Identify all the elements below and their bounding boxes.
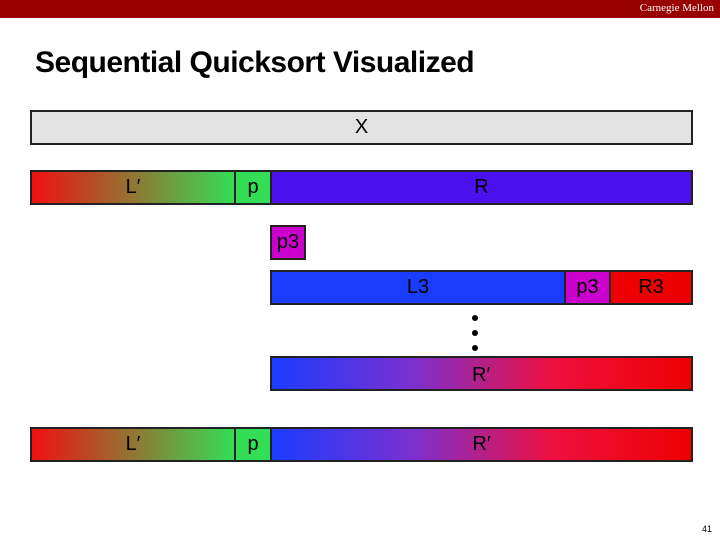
right-sorted: R′: [270, 356, 693, 391]
org-name: Carnegie Mellon: [639, 2, 714, 14]
pivot-final: p: [234, 427, 272, 462]
left-part: L′: [30, 170, 236, 205]
ellipsis-dot: [472, 330, 478, 336]
page-number: 41: [701, 524, 712, 534]
right-part: R: [270, 170, 693, 205]
right-final: R′: [270, 427, 693, 462]
pivot-3: p3: [270, 225, 306, 260]
left-3: L3: [270, 270, 566, 305]
ellipsis-dot: [472, 315, 478, 321]
array-x: X: [30, 110, 693, 145]
pivot: p: [234, 170, 272, 205]
top-bar: Carnegie Mellon: [0, 0, 720, 18]
slide-title: Sequential Quicksort Visualized: [35, 46, 475, 79]
pivot-3b: p3: [564, 270, 611, 305]
ellipsis-dot: [472, 345, 478, 351]
left-sorted: L′: [30, 427, 236, 462]
right-3: R3: [609, 270, 693, 305]
